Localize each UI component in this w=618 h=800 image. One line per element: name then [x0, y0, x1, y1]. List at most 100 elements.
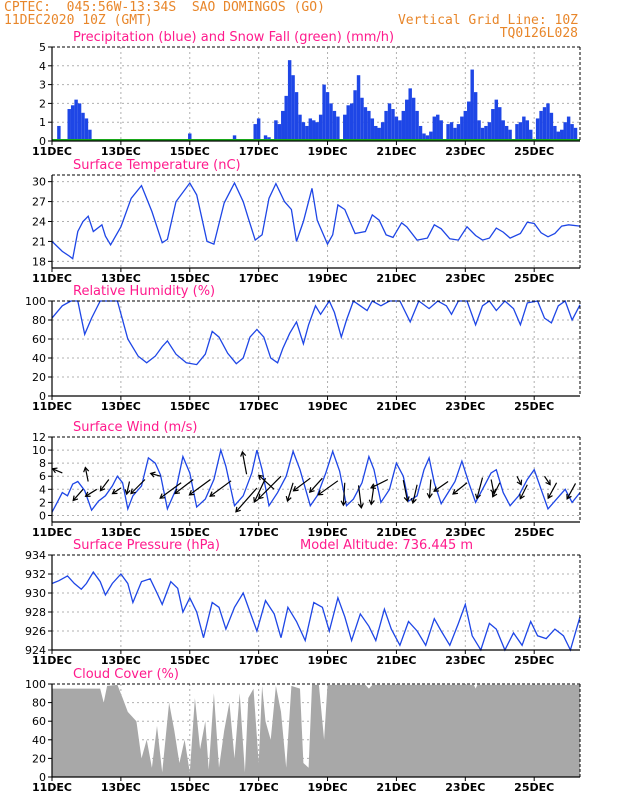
x-tick-label: 13DEC [101, 781, 141, 794]
precip-bar [553, 125, 557, 141]
panel-6: 0 20 40 60 80 100 11DEC 13DEC 15DEC 17DEC 19DEC 21D… [25, 667, 581, 794]
panel-2: 18 21 24 27 30 11DEC 13DEC 15DEC 17DEC 19DEC 21DEC… [32, 158, 581, 285]
wind-vector [547, 482, 558, 499]
precip-bar [405, 99, 409, 141]
y-tick-label: 3 [39, 79, 46, 92]
precip-bar [370, 118, 375, 141]
wind-vector [258, 475, 282, 500]
wind-vector-head [240, 450, 247, 457]
wind-vector-head [257, 493, 264, 500]
precip-bar [556, 131, 561, 141]
wind-vector-head [403, 496, 410, 503]
wind-vector [293, 477, 311, 492]
precip-bar [301, 122, 306, 141]
x-tick-label: 25DEC [514, 781, 554, 794]
precip-bar [522, 116, 526, 141]
wind-vector [130, 479, 146, 494]
precip-bar [367, 110, 371, 141]
precip-bar [387, 103, 392, 141]
panel-title: Surface Temperature (nC) [73, 158, 241, 173]
x-tick-label: 21DEC [376, 272, 416, 285]
x-tick-label: 11DEC [32, 526, 72, 539]
y-tick-label: 8 [39, 457, 46, 470]
panel-5: 924 926 928 930 932 934 11DEC 13DEC 15DEC 17DEC 19… [25, 538, 581, 667]
y-tick-label: 18 [32, 255, 46, 268]
panel-1: 0 1 2 3 4 5 11DEC 13DEC 15DEC 17DEC 19DEC 21DEC 23DE… [32, 30, 581, 158]
wind-vector-head [545, 479, 551, 486]
header-run-time: 11DEC2020 10Z (GMT) [4, 13, 153, 28]
precip-bar [88, 129, 92, 141]
precip-bar [391, 109, 395, 141]
x-tick-label: 19DEC [308, 654, 348, 667]
precip-bar [57, 125, 61, 141]
x-tick-label: 13DEC [101, 526, 141, 539]
x-tick-label: 21DEC [376, 781, 416, 794]
y-tick-label: 10 [32, 444, 46, 457]
precip-bar [477, 120, 481, 141]
wind-vector-head [308, 487, 315, 494]
precip-bar [529, 129, 533, 141]
wind-vector [159, 482, 182, 499]
wind-vector-head [410, 497, 417, 505]
y-tick-label: 24 [32, 216, 46, 229]
wind-vector [544, 475, 551, 485]
y-tick-label: 40 [32, 352, 46, 365]
precip-bar [432, 116, 437, 141]
precip-bar [460, 116, 464, 141]
wind-vector [72, 488, 84, 501]
x-tick-label: 17DEC [239, 272, 279, 285]
x-tick-label: 21DEC [376, 654, 416, 667]
y-tick-label: 0 [39, 509, 46, 522]
precip-bar [253, 124, 257, 141]
precip-bar [384, 110, 388, 141]
y-tick-label: 2 [39, 97, 46, 110]
precip-bar [74, 99, 78, 141]
precip-bar [84, 118, 89, 141]
precip-bar [573, 127, 578, 141]
precip-bar [346, 105, 350, 141]
y-tick-label: 40 [32, 734, 46, 747]
wind-vector [519, 484, 528, 499]
x-tick-label: 23DEC [445, 526, 485, 539]
x-tick-label: 15DEC [170, 654, 210, 667]
wind-vector-head [426, 492, 433, 499]
x-tick-label: 19DEC [308, 400, 348, 413]
x-tick-label: 11DEC [32, 781, 72, 794]
x-tick-label: 13DEC [101, 400, 141, 413]
x-tick-label: 17DEC [239, 400, 279, 413]
wind-vector-head [566, 493, 572, 500]
precip-bar [518, 122, 523, 141]
wind-vector [317, 480, 339, 496]
precip-bar [356, 75, 361, 141]
y-tick-label: 20 [32, 371, 46, 384]
wind-vector [286, 482, 294, 502]
x-tick-label: 25DEC [514, 145, 554, 158]
precip-bar [308, 118, 313, 141]
precip-bar [480, 127, 485, 141]
wind-vector [566, 483, 577, 500]
precip-bar [411, 97, 416, 141]
wind-vector-head [235, 506, 241, 513]
panel-annotation: Model Altitude: 736.445 m [300, 538, 473, 553]
precip-bar [515, 124, 519, 141]
series-line [51, 570, 581, 652]
precip-bar [232, 135, 237, 141]
wind-vector [357, 485, 362, 508]
y-tick-label: 6 [39, 470, 46, 483]
x-tick-label: 25DEC [514, 526, 554, 539]
header-model-code: TQ0126L028 [499, 26, 578, 41]
precip-bar [535, 118, 540, 141]
precip-bar [566, 116, 571, 141]
precip-bar [446, 124, 450, 141]
cloud-cover-area [52, 684, 580, 777]
precip-bar [525, 120, 530, 141]
wind-vector-head [188, 490, 195, 496]
precip-bar [287, 60, 292, 141]
wind-vector-head [340, 500, 347, 507]
wind-vector [516, 475, 522, 485]
y-tick-label: 4 [39, 60, 46, 73]
wind-vector-head [491, 491, 498, 498]
wind-vector [189, 479, 211, 496]
